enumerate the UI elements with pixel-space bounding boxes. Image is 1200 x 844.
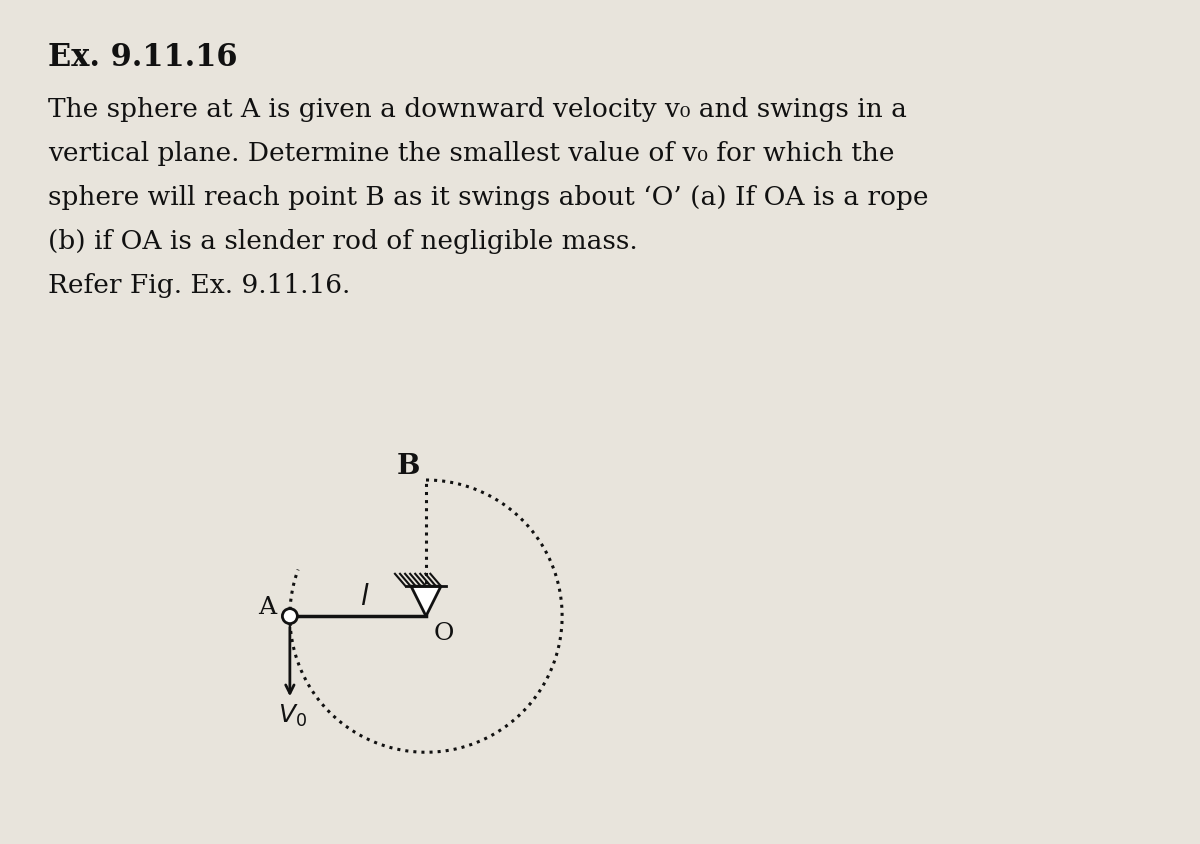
Text: Ex. 9.11.16: Ex. 9.11.16 (48, 42, 238, 73)
Text: Refer Fig. Ex. 9.11.16.: Refer Fig. Ex. 9.11.16. (48, 273, 350, 298)
Text: (b) if OA is a slender rod of negligible mass.: (b) if OA is a slender rod of negligible… (48, 229, 637, 254)
Polygon shape (412, 587, 440, 616)
Text: A: A (258, 597, 276, 619)
Text: $V_0$: $V_0$ (278, 702, 307, 728)
Text: sphere will reach point B as it swings about ‘O’ (a) If OA is a rope: sphere will reach point B as it swings a… (48, 185, 929, 210)
Text: $l$: $l$ (360, 583, 370, 610)
Text: vertical plane. Determine the smallest value of v₀ for which the: vertical plane. Determine the smallest v… (48, 141, 894, 166)
Text: The sphere at A is given a downward velocity v₀ and swings in a: The sphere at A is given a downward velo… (48, 97, 907, 122)
Text: O: O (433, 622, 454, 646)
Circle shape (282, 609, 298, 624)
Text: B: B (397, 453, 420, 480)
